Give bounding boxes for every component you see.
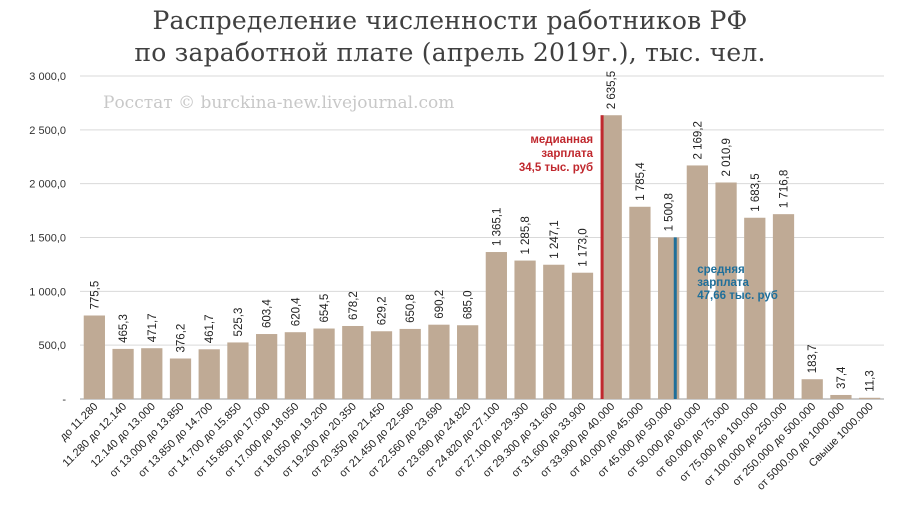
bar — [744, 217, 766, 399]
data-label: 461,7 — [204, 315, 216, 344]
bar — [629, 206, 651, 399]
y-tick-label: 2 000,0 — [29, 179, 66, 191]
bar — [543, 264, 565, 399]
y-tick-label: 1 000,0 — [29, 286, 66, 298]
data-label: 690,2 — [434, 290, 446, 319]
data-label: 1 173,0 — [578, 228, 590, 266]
data-label: 1 683,5 — [750, 173, 762, 211]
bar — [830, 394, 852, 399]
value-labels: 775,5 465,3 471,7 376,2 461,7 525,3 603,4 620,4… — [89, 71, 876, 392]
data-label: 1 785,4 — [635, 162, 647, 201]
data-label: 465,3 — [118, 314, 130, 343]
data-label: 11,3 — [865, 370, 877, 392]
bar — [571, 272, 594, 399]
data-label: 685,0 — [463, 290, 475, 319]
data-label: 629,2 — [377, 296, 389, 325]
data-label: 2 635,5 — [606, 71, 618, 109]
mean-annotation-line: средняя — [697, 264, 744, 276]
bar — [198, 349, 220, 399]
bar — [772, 214, 795, 399]
bar — [83, 315, 105, 399]
bar — [485, 252, 507, 399]
bar — [457, 325, 479, 399]
chart-title-line-2: по заработной плате (апрель 2019г.), тыс… — [134, 38, 766, 67]
data-label: 2 169,2 — [692, 121, 704, 159]
data-label: 2 010,9 — [721, 138, 733, 176]
bar — [141, 348, 163, 399]
data-label: 376,2 — [176, 324, 188, 353]
bar — [313, 328, 335, 399]
mean-annotation-line: 47,66 тыс. руб — [697, 290, 778, 302]
median-annotation-line: медианная — [530, 134, 593, 146]
bar — [428, 324, 450, 399]
bar — [600, 115, 622, 399]
y-tick-label: 2 500,0 — [29, 125, 66, 137]
data-label: 678,2 — [348, 291, 360, 320]
stat-markers — [600, 115, 677, 399]
bar — [227, 342, 249, 399]
bar — [859, 397, 881, 399]
data-label: 183,7 — [807, 344, 819, 373]
bar — [256, 334, 278, 399]
y-tick-label: 500,0 — [38, 340, 66, 352]
median-annotation-line: зарплата — [541, 148, 593, 160]
data-label: 775,5 — [89, 281, 101, 310]
data-label: 1 285,8 — [520, 216, 532, 254]
data-label: 1 247,1 — [549, 220, 561, 258]
y-tick-label: 1 500,0 — [29, 233, 66, 245]
bar — [514, 260, 536, 399]
bars — [83, 115, 881, 399]
chart-title-line-1: Распределение численности работников РФ — [152, 6, 748, 35]
watermark-text: Росстат © burckina-new.livejournal.com — [103, 93, 454, 113]
bar — [112, 348, 134, 399]
bar — [370, 331, 393, 399]
data-label: 1 365,1 — [491, 208, 503, 246]
y-tick-label: 3 000,0 — [29, 71, 66, 83]
bar — [342, 325, 364, 399]
data-label: 650,8 — [405, 294, 417, 323]
data-label: 37,4 — [836, 366, 848, 389]
bar — [284, 332, 306, 399]
data-label: 471,7 — [147, 313, 159, 342]
bar — [169, 358, 192, 399]
y-tick-label: - — [62, 394, 66, 406]
data-label: 525,3 — [233, 308, 245, 337]
bar — [686, 165, 708, 399]
bar — [399, 328, 421, 399]
bar — [715, 182, 737, 399]
data-label: 654,5 — [319, 294, 331, 323]
data-label: 1 500,8 — [664, 193, 676, 231]
y-axis: - 500,0 1 000,0 1 500,0 2 000,0 2 500,0 3 000,… — [29, 71, 66, 406]
median-annotation-line: 34,5 тыс. руб — [519, 162, 593, 174]
data-label: 603,4 — [262, 299, 274, 328]
data-label: 620,4 — [290, 297, 302, 326]
mean-annotation-line: зарплата — [697, 277, 749, 289]
bar — [801, 379, 823, 399]
data-label: 1 716,8 — [779, 170, 791, 208]
